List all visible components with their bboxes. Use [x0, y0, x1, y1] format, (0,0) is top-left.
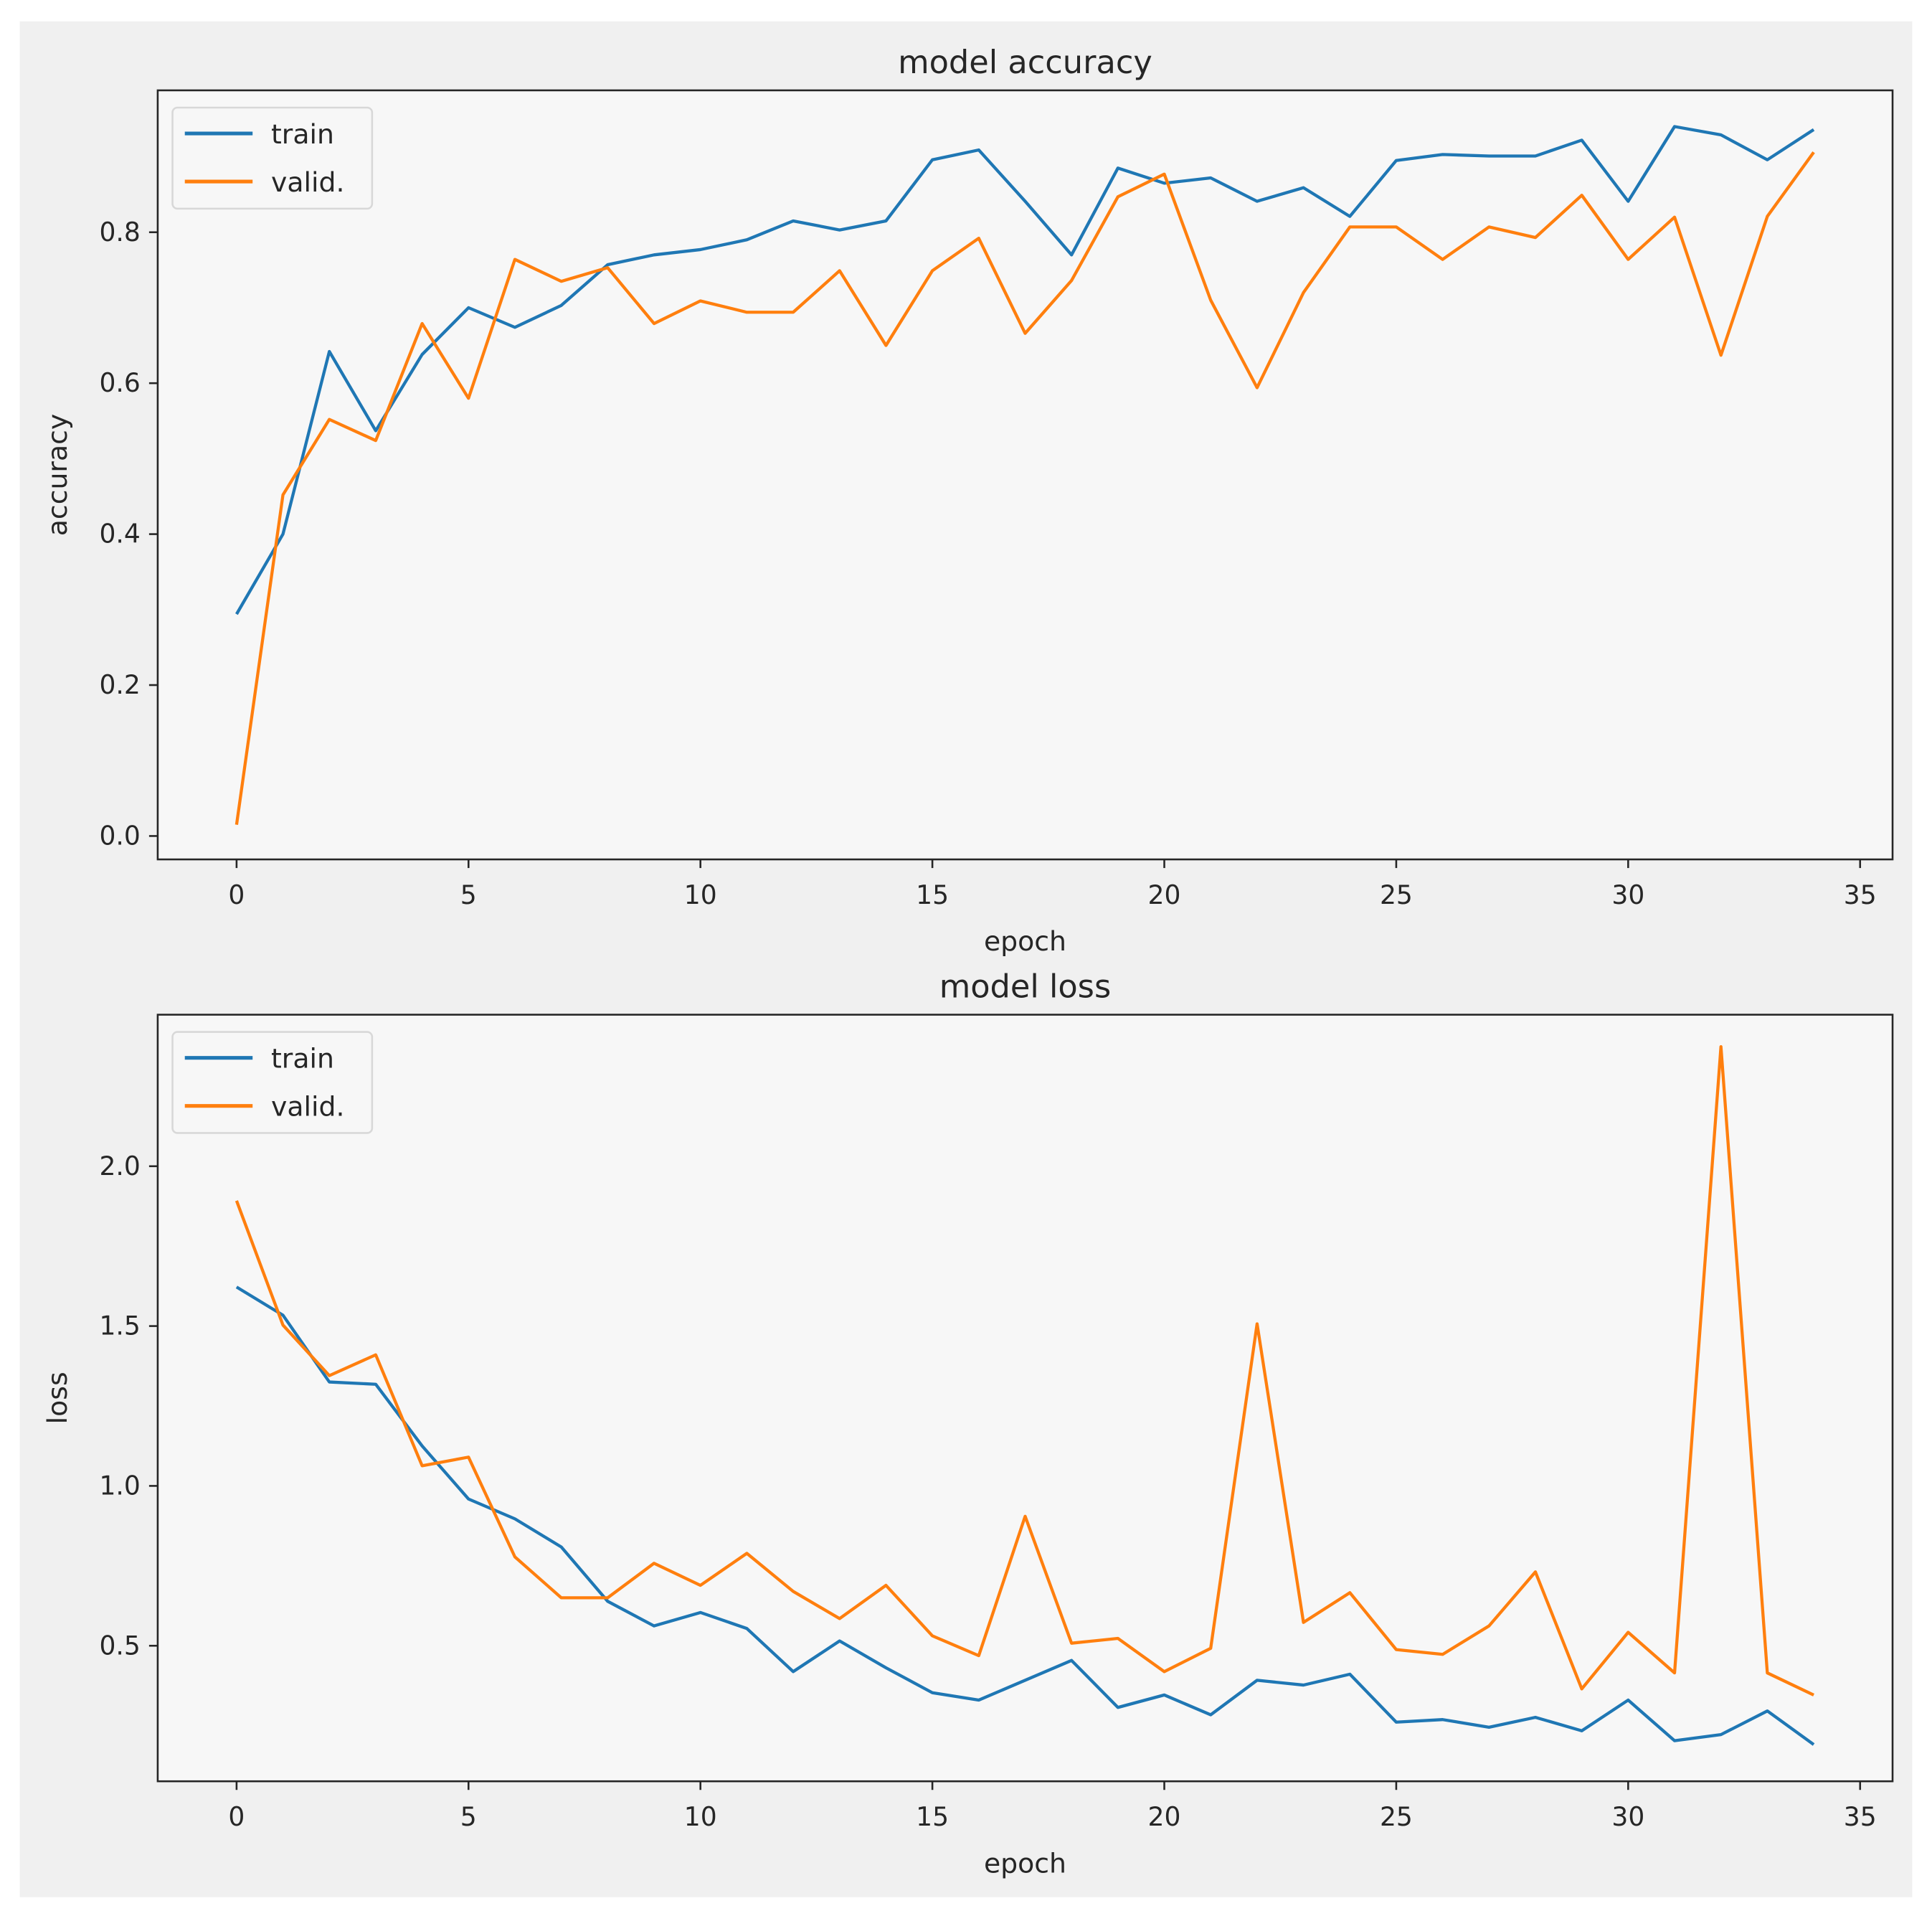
x-tick-label: 0	[228, 1802, 245, 1832]
y-axis-label: accuracy	[42, 414, 73, 536]
x-tick-label: 0	[228, 880, 245, 910]
chart-title: model loss	[939, 968, 1112, 1005]
legend-label: train	[271, 1042, 334, 1074]
y-tick-label: 0.6	[99, 368, 140, 398]
x-tick-label: 30	[1611, 1802, 1644, 1832]
x-tick-label: 35	[1844, 880, 1877, 910]
x-tick-label: 15	[916, 880, 949, 910]
x-tick-label: 20	[1148, 880, 1181, 910]
x-tick-label: 20	[1148, 1802, 1181, 1832]
x-axis-label: epoch	[984, 1847, 1066, 1879]
y-tick-label: 0.4	[99, 519, 140, 549]
y-tick-label: 0.0	[99, 821, 140, 851]
y-tick-label: 0.2	[99, 670, 140, 700]
x-tick-label: 25	[1380, 880, 1413, 910]
x-tick-label: 35	[1844, 1802, 1877, 1832]
x-tick-label: 10	[684, 880, 717, 910]
x-tick-label: 5	[460, 880, 477, 910]
y-axis-label: loss	[42, 1372, 73, 1424]
y-tick-label: 0.5	[99, 1631, 140, 1661]
x-axis-label: epoch	[984, 925, 1066, 957]
plot-area	[157, 90, 1893, 860]
x-tick-label: 15	[916, 1802, 949, 1832]
line-series	[235, 1285, 1815, 1746]
line-series	[235, 1044, 1814, 1696]
x-tick-label: 25	[1380, 1802, 1413, 1832]
y-tick-label: 1.5	[99, 1311, 140, 1341]
plot-frame	[156, 1014, 1894, 1783]
y-tick-label: 1.0	[99, 1471, 140, 1501]
line-series	[235, 151, 1815, 825]
y-tick-label: 2.0	[99, 1151, 140, 1181]
legend-label: valid.	[271, 1090, 345, 1122]
line-series	[235, 125, 1815, 615]
plot-area	[157, 1014, 1893, 1782]
chart-title: model accuracy	[898, 44, 1152, 81]
y-tick-label: 0.8	[99, 217, 140, 247]
x-tick-label: 10	[684, 1802, 717, 1832]
legend-label: train	[271, 118, 334, 150]
legend-label: valid.	[271, 166, 345, 198]
x-tick-label: 5	[460, 1802, 477, 1832]
plot-frame	[156, 89, 1894, 861]
x-tick-label: 30	[1611, 880, 1644, 910]
